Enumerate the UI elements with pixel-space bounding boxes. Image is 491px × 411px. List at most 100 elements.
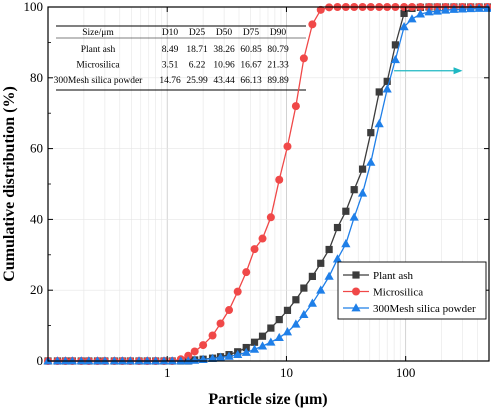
axis-ticks: 0 20 40 60 80 100 1 10 100 <box>24 0 489 380</box>
data-point <box>117 356 127 365</box>
data-point <box>375 88 383 96</box>
table-cell: 3.51 <box>162 61 179 71</box>
data-point <box>474 3 484 12</box>
legend-label: Microsilica <box>373 287 423 299</box>
legend: Plant ash Microsilica 300Mesh silica powde… <box>337 261 487 320</box>
data-point <box>60 356 71 365</box>
table-cell: 66.13 <box>240 76 262 86</box>
data-point <box>224 351 234 360</box>
data-point <box>109 356 119 365</box>
series-layer <box>43 3 491 365</box>
data-point <box>249 344 260 353</box>
grid-lines <box>47 6 490 362</box>
data-point <box>134 356 144 365</box>
legend-marker <box>352 287 360 296</box>
data-point <box>125 356 135 365</box>
table-header-cell: D10 <box>162 28 179 38</box>
data-point <box>216 319 225 328</box>
table-header-cell: D90 <box>270 28 287 38</box>
data-point <box>233 349 243 359</box>
data-point <box>176 356 186 365</box>
annotation-layer <box>394 67 463 75</box>
data-point <box>415 9 426 18</box>
data-point <box>283 142 292 151</box>
data-point <box>215 352 226 361</box>
data-point <box>183 356 193 365</box>
data-point <box>391 41 399 49</box>
data-point <box>357 188 368 197</box>
data-point <box>332 254 343 263</box>
data-point <box>407 14 417 23</box>
data-point <box>207 353 218 362</box>
data-point <box>358 165 367 173</box>
table-header-cell: D25 <box>189 28 206 38</box>
data-point <box>208 331 217 340</box>
data-point <box>316 285 326 294</box>
x-tick-label: 1 <box>164 365 171 380</box>
data-point <box>250 338 259 346</box>
data-point <box>199 341 208 350</box>
legend-label: 300Mesh silica powder <box>373 303 476 315</box>
data-point <box>466 3 476 13</box>
y-tick-label: 100 <box>24 0 44 14</box>
data-point <box>282 327 293 336</box>
data-point <box>316 5 325 14</box>
data-point <box>275 315 283 324</box>
table-cell: 25.99 <box>186 76 208 86</box>
data-point <box>400 9 408 17</box>
data-point <box>225 306 234 315</box>
table-cell: Plant ash <box>81 45 116 55</box>
data-point <box>266 213 275 222</box>
data-point <box>308 272 316 280</box>
data-point <box>291 102 300 111</box>
data-point <box>317 259 325 267</box>
data-point <box>292 296 300 304</box>
data-point <box>151 356 161 365</box>
data-point <box>76 356 86 365</box>
x-tick-label: 10 <box>280 365 293 380</box>
y-tick-label: 20 <box>30 282 43 297</box>
data-point <box>307 298 317 307</box>
table-cell: 16.67 <box>240 61 262 71</box>
y-tick-label: 80 <box>30 70 43 85</box>
data-point <box>52 356 63 365</box>
data-point <box>299 309 309 319</box>
data-point <box>242 343 250 352</box>
data-point <box>324 271 334 280</box>
data-point <box>67 356 77 365</box>
data-point <box>300 284 308 292</box>
data-point <box>84 356 94 365</box>
data-point <box>341 239 351 248</box>
table-cell: 18.71 <box>186 45 208 55</box>
data-point <box>374 119 384 128</box>
table-header-cell: D50 <box>216 28 233 38</box>
data-point <box>383 77 391 85</box>
y-tick-label: 0 <box>37 353 44 368</box>
legend-label: Plant ash <box>373 270 414 282</box>
data-point <box>432 6 442 15</box>
data-point <box>250 245 259 254</box>
data-point <box>274 332 284 342</box>
data-point <box>184 351 193 360</box>
data-point <box>258 234 267 243</box>
data-point <box>241 347 251 356</box>
data-point <box>190 355 200 364</box>
data-point <box>291 319 301 328</box>
x-tick-label: 100 <box>396 365 416 380</box>
data-point <box>325 245 333 254</box>
table-cell: 80.79 <box>267 45 289 55</box>
table-header-cell: D75 <box>243 28 260 38</box>
data-point <box>159 356 169 365</box>
x-axis-title: Particle size (μm) <box>208 391 327 408</box>
data-point <box>167 356 177 365</box>
data-point <box>299 54 308 63</box>
data-point <box>308 20 317 29</box>
legend-marker <box>352 271 360 279</box>
table-cell: 60.85 <box>240 45 262 55</box>
data-point <box>457 4 467 13</box>
data-point <box>440 5 451 14</box>
data-point <box>275 175 284 184</box>
data-point <box>366 157 376 166</box>
data-point <box>258 332 267 340</box>
